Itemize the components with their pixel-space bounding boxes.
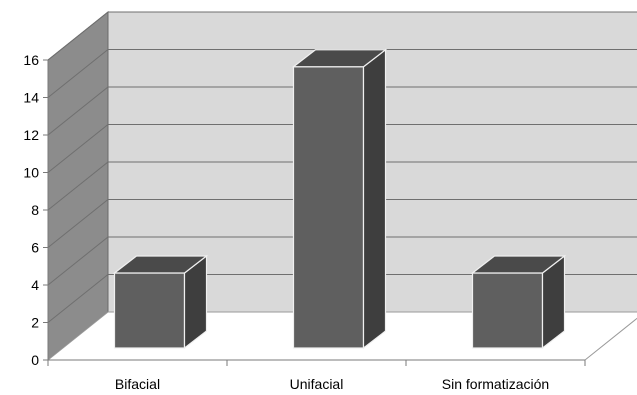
bar-top — [291, 49, 388, 68]
bar-front — [113, 272, 186, 349]
x-category-label-0: Bifacial — [115, 376, 160, 392]
y-tick-label-16: 16 — [23, 52, 39, 68]
bar-top — [470, 255, 567, 274]
y-tick-label-6: 6 — [31, 240, 39, 256]
gridline-6 — [47, 199, 637, 248]
gridline-12 — [47, 86, 637, 136]
y-tick-label-2: 2 — [31, 315, 39, 331]
bars — [112, 48, 567, 350]
y-tick-label-14: 14 — [23, 90, 39, 106]
bar-front — [471, 272, 544, 349]
y-tick-label-8: 8 — [31, 202, 39, 218]
y-tick-label-4: 4 — [31, 277, 39, 293]
x-category-label-1: Unifacial — [290, 376, 344, 392]
bar-top — [112, 255, 209, 274]
gridline-14 — [47, 49, 637, 98]
gridline-8 — [47, 161, 637, 211]
gridline-16 — [47, 11, 637, 61]
bar-side — [362, 48, 387, 350]
gridline-10 — [47, 124, 637, 173]
y-axis-tick-labels: 0 2 4 6 8 10 12 14 16 — [23, 52, 39, 368]
gridline-4 — [47, 236, 637, 286]
axes — [43, 59, 586, 366]
y-tick-label-0: 0 — [31, 352, 39, 368]
bar-unifacial — [291, 48, 388, 350]
x-axis-category-labels: Bifacial Unifacial Sin formatización — [115, 376, 549, 392]
x-category-label-2: Sin formatización — [442, 376, 549, 392]
bar-bifacial — [112, 254, 209, 350]
bar-front — [292, 66, 365, 349]
bar-sin-formatización — [470, 254, 567, 350]
y-tick-label-12: 12 — [23, 127, 39, 143]
y-tick-label-10: 10 — [23, 165, 39, 181]
gridlines — [47, 11, 637, 323]
gridline-2 — [47, 274, 637, 323]
